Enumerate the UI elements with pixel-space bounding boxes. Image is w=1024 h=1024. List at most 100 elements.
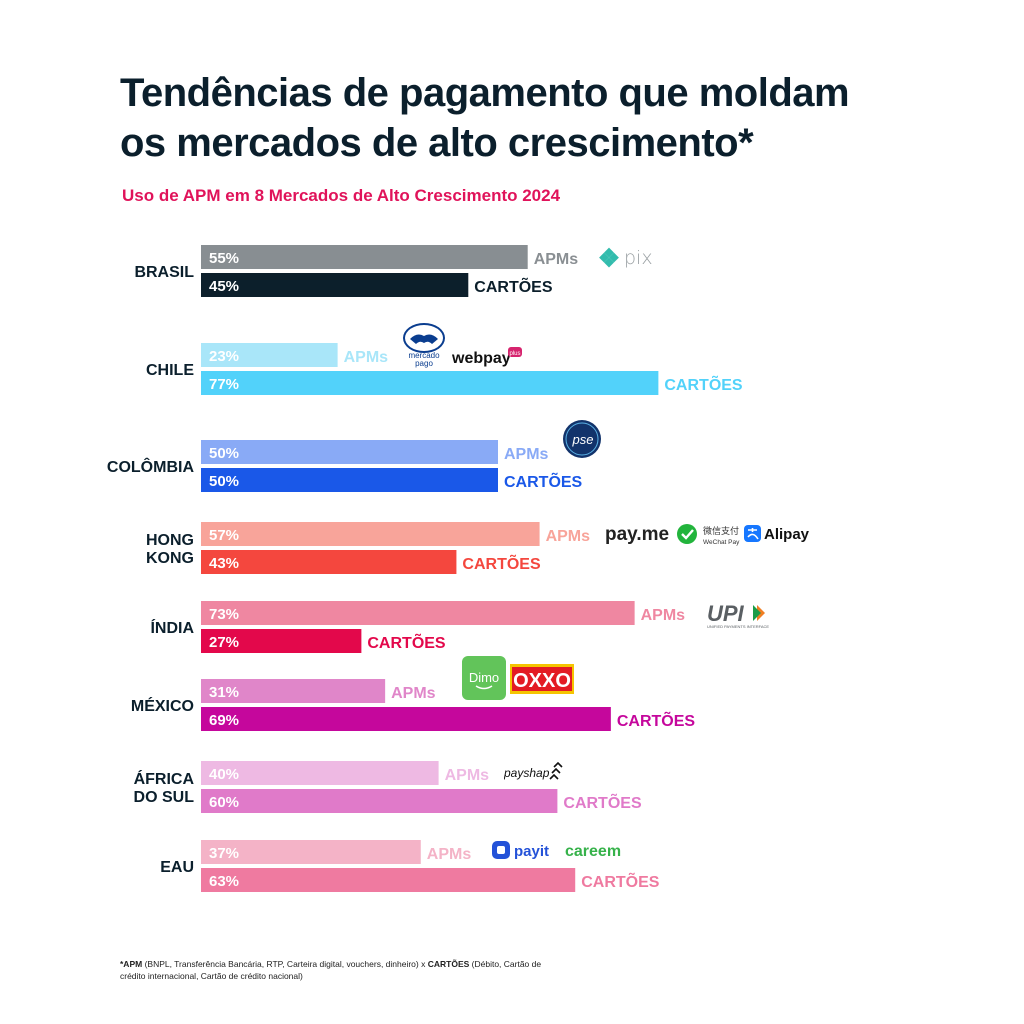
pse-logo: pse <box>562 419 602 459</box>
series-label-card: CARTÕES <box>504 471 583 491</box>
category-label: ÍNDIA <box>150 618 194 637</box>
category-label: COLÔMBIA <box>107 457 195 476</box>
alipay-icon: Alipay <box>744 525 810 543</box>
footnote-apm-label: *APM <box>120 959 143 969</box>
webpay-logo: webpay plus <box>451 346 528 368</box>
bar-apm <box>201 245 528 269</box>
webpay-wordmark: webpay <box>452 350 511 367</box>
data-label-card: 45% <box>209 278 239 295</box>
series-label-apm: APMs <box>641 607 686 624</box>
mercadopago-line2: pago <box>415 359 433 368</box>
series-label-card: CARTÕES <box>462 553 541 573</box>
data-label-apm: 50% <box>209 445 239 462</box>
pse-icon: pse <box>563 420 601 458</box>
payit-wordmark: payit <box>514 843 549 860</box>
webpay-icon: webpay plus <box>451 347 522 367</box>
mercadopago-line1: mercado <box>408 351 440 360</box>
category-label: BRASIL <box>134 264 194 281</box>
bar-apm <box>201 840 421 864</box>
oxxo-icon: OXXO <box>510 664 574 694</box>
careem-wordmark: careem <box>565 843 621 860</box>
upi-icon: UPI UNIFIED PAYMENTS INTERFACE <box>707 601 769 629</box>
footnote-card-text: (Débito, Cartão de crédito internacional… <box>120 959 542 981</box>
bar-card <box>201 273 469 297</box>
footnote-card-label: CARTÕES <box>427 959 470 969</box>
bar-card <box>201 789 558 813</box>
wechatpay-logo: 微信支付 WeChat Pay <box>676 522 742 548</box>
payshap-icon: payshap <box>503 761 563 780</box>
data-label-card: 77% <box>209 376 239 393</box>
category-label: EAU <box>160 859 194 876</box>
series-label-apm: APMs <box>534 251 579 268</box>
data-label-apm: 73% <box>209 606 239 623</box>
dimo-wordmark: Dimo <box>469 670 499 685</box>
data-label-card: 43% <box>209 555 239 572</box>
data-label-apm: 37% <box>209 845 239 862</box>
dimo-logo: Dimo <box>462 656 506 700</box>
pse-wordmark: pse <box>572 432 594 447</box>
payshap-wordmark: payshap <box>504 766 550 780</box>
alipay-wordmark: Alipay <box>764 526 810 543</box>
category-label: MÉXICO <box>131 696 194 715</box>
bar-apm <box>201 343 338 367</box>
bar-apm <box>201 679 386 703</box>
bar-card <box>201 371 659 395</box>
data-label-apm: 31% <box>209 684 239 701</box>
payme-logo: pay.me <box>605 521 673 547</box>
series-label-apm: APMs <box>504 446 549 463</box>
bar-apm <box>201 601 635 625</box>
upi-logo: UPI UNIFIED PAYMENTS INTERFACE <box>707 601 771 629</box>
dimo-icon: Dimo <box>462 656 506 700</box>
series-label-card: CARTÕES <box>367 632 446 652</box>
careem-icon: careem <box>565 843 621 860</box>
payit-icon: payit <box>492 841 549 860</box>
mercadopago-logo: mercado pago <box>401 322 447 368</box>
pix-wordmark: pix <box>624 247 653 269</box>
series-label-card: CARTÕES <box>563 792 642 812</box>
handshake-icon: mercado pago <box>403 323 445 368</box>
category-label: HONG <box>146 532 194 549</box>
category-label: DO SUL <box>134 789 195 806</box>
payme-icon: pay.me <box>605 524 669 545</box>
data-label-card: 63% <box>209 873 239 890</box>
bar-apm <box>201 440 498 464</box>
series-label-card: CARTÕES <box>581 871 660 891</box>
data-label-card: 69% <box>209 712 239 729</box>
bar-card <box>201 468 498 492</box>
title-line-1: Tendências de pagamento que moldam <box>120 71 850 115</box>
pix-icon: pix <box>599 247 653 269</box>
series-label-apm: APMs <box>445 767 490 784</box>
data-label-apm: 23% <box>209 348 239 365</box>
data-label-apm: 57% <box>209 527 239 544</box>
title-line-2: os mercados de alto crescimento* <box>120 121 754 165</box>
series-label-card: CARTÕES <box>664 374 743 394</box>
series-label-card: CARTÕES <box>617 710 696 730</box>
bar-card <box>201 629 362 653</box>
alipay-logo: Alipay <box>744 522 814 546</box>
wechat-line2: WeChat Pay <box>703 539 740 546</box>
footnote: *APM (BNPL, Transferência Bancária, RTP,… <box>120 958 560 982</box>
series-label-apm: APMs <box>391 685 436 702</box>
careem-logo: careem <box>565 839 643 863</box>
page-title: Tendências de pagamento que moldam os me… <box>120 68 920 168</box>
bar-card <box>201 550 457 574</box>
webpay-plus: plus <box>509 351 520 357</box>
payme-wordmark: pay.me <box>605 524 669 545</box>
series-label-apm: APMs <box>546 528 591 545</box>
upi-wordmark: UPI <box>707 601 745 626</box>
footnote-apm-text: (BNPL, Transferência Bancária, RTP, Cart… <box>142 959 428 969</box>
upi-subtext: UNIFIED PAYMENTS INTERFACE <box>707 624 769 629</box>
wechat-line1: 微信支付 <box>703 525 739 537</box>
series-label-apm: APMs <box>427 846 472 863</box>
category-label: ÁFRICA <box>134 769 195 788</box>
bar-card <box>201 868 576 892</box>
category-label: CHILE <box>146 362 194 379</box>
series-label-apm: APMs <box>344 349 389 366</box>
data-label-apm: 55% <box>209 250 239 267</box>
oxxo-wordmark: OXXO <box>513 670 571 692</box>
pix-logo: pix <box>598 247 662 271</box>
bar-apm <box>201 761 439 785</box>
payit-logo: payit <box>492 839 556 863</box>
oxxo-logo: OXXO <box>510 664 574 694</box>
